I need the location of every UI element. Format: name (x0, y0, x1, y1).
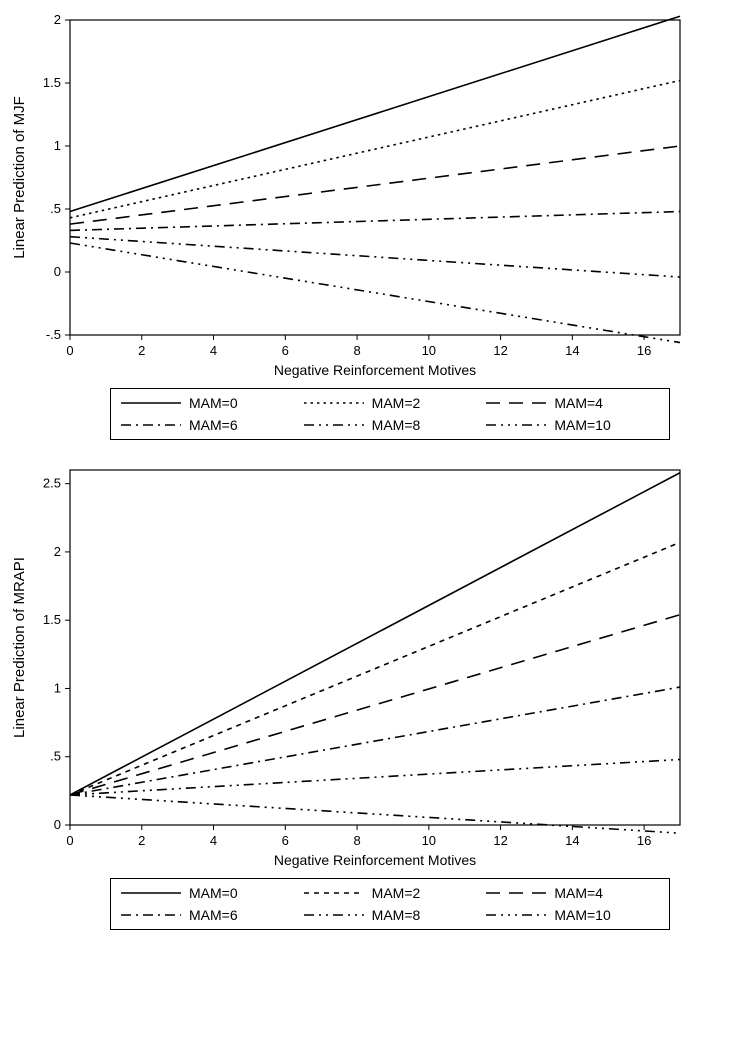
legend-item-3: MAM=6 (121, 907, 294, 923)
x-tick-label: 12 (493, 343, 507, 358)
x-tick-label: 10 (422, 833, 436, 848)
x-tick-label: 2 (138, 833, 145, 848)
y-axis-title: Linear Prediction of MRAPI (11, 557, 28, 738)
x-tick-label: 10 (422, 343, 436, 358)
x-tick-label: 0 (66, 833, 73, 848)
x-tick-label: 6 (282, 343, 289, 358)
chart-mjf: Linear Prediction of MJF -.5 0 .5 1 1.5 2 0 2 4 6 8… (10, 10, 690, 380)
legend-label: MAM=2 (372, 395, 421, 411)
y-tick-label: 1 (54, 680, 61, 695)
legend-item-1: MAM=2 (304, 885, 477, 901)
y-tick-label: 1.5 (43, 612, 61, 627)
legend-item-5: MAM=10 (486, 417, 659, 433)
legend-swatch-0 (121, 885, 181, 901)
plot-border (70, 20, 680, 335)
y-tick-label: 2 (54, 12, 61, 27)
y-tick-label: 1.5 (43, 75, 61, 90)
legend-swatch-5 (486, 907, 546, 923)
y-tick-label: .5 (50, 749, 61, 764)
y-tick-label: 2.5 (43, 476, 61, 491)
legend-label: MAM=6 (189, 907, 238, 923)
y-tick-label: 0 (54, 264, 61, 279)
x-axis-title: Negative Reinforcement Motives (274, 362, 476, 378)
legend-label: MAM=0 (189, 885, 238, 901)
x-tick-label: 6 (282, 833, 289, 848)
x-tick-label: 14 (565, 343, 579, 358)
legend-label: MAM=4 (554, 885, 603, 901)
legend-swatch-2 (486, 885, 546, 901)
legend-item-4: MAM=8 (304, 417, 477, 433)
x-tick-label: 16 (637, 833, 651, 848)
x-tick-label: 8 (353, 833, 360, 848)
legend-swatch-3 (121, 907, 181, 923)
y-tick-label: .5 (50, 201, 61, 216)
panel-mjf: Linear Prediction of MJF -.5 0 .5 1 1.5 2 0 2 4 6 8… (10, 10, 744, 440)
legend-swatch-1 (304, 395, 364, 411)
x-tick-label: 8 (353, 343, 360, 358)
chart-mrapi: Linear Prediction of MRAPI 0 .5 1 1.5 2 2.5 0 2 4… (10, 460, 690, 870)
legend-item-2: MAM=4 (486, 885, 659, 901)
y-tick-label: 2 (54, 544, 61, 559)
legend-swatch-4 (304, 417, 364, 433)
legend-item-0: MAM=0 (121, 885, 294, 901)
x-tick-label: 4 (210, 343, 217, 358)
x-tick-label: 16 (637, 343, 651, 358)
x-tick-label: 12 (493, 833, 507, 848)
y-tick-label: 0 (54, 817, 61, 832)
legend-swatch-3 (121, 417, 181, 433)
legend-item-2: MAM=4 (486, 395, 659, 411)
legend-swatch-1 (304, 885, 364, 901)
plot-border (70, 470, 680, 825)
legend-item-4: MAM=8 (304, 907, 477, 923)
legend-item-5: MAM=10 (486, 907, 659, 923)
y-axis-title: Linear Prediction of MJF (11, 96, 28, 259)
legend-swatch-0 (121, 395, 181, 411)
legend-label: MAM=6 (189, 417, 238, 433)
legend-label: MAM=4 (554, 395, 603, 411)
legend-label: MAM=10 (554, 417, 610, 433)
panel-mrapi: Linear Prediction of MRAPI 0 .5 1 1.5 2 2.5 0 2 4… (10, 460, 744, 930)
legend-swatch-5 (486, 417, 546, 433)
legend-swatch-2 (486, 395, 546, 411)
legend-item-1: MAM=2 (304, 395, 477, 411)
legend-swatch-4 (304, 907, 364, 923)
y-tick-label: 1 (54, 138, 61, 153)
x-tick-label: 4 (210, 833, 217, 848)
x-tick-label: 0 (66, 343, 73, 358)
legend-label: MAM=8 (372, 417, 421, 433)
legend-item-0: MAM=0 (121, 395, 294, 411)
x-tick-label: 14 (565, 833, 579, 848)
legend-item-3: MAM=6 (121, 417, 294, 433)
x-tick-label: 2 (138, 343, 145, 358)
legend-label: MAM=0 (189, 395, 238, 411)
legend-mrapi: MAM=0 MAM=2 MAM=4 MAM=6 MAM=8 MAM=10 (110, 878, 670, 930)
legend-mjf: MAM=0 MAM=2 MAM=4 MAM=6 MAM=8 MAM=10 (110, 388, 670, 440)
y-tick-label: -.5 (46, 327, 61, 342)
legend-label: MAM=10 (554, 907, 610, 923)
legend-label: MAM=2 (372, 885, 421, 901)
x-axis-title: Negative Reinforcement Motives (274, 852, 476, 868)
legend-label: MAM=8 (372, 907, 421, 923)
